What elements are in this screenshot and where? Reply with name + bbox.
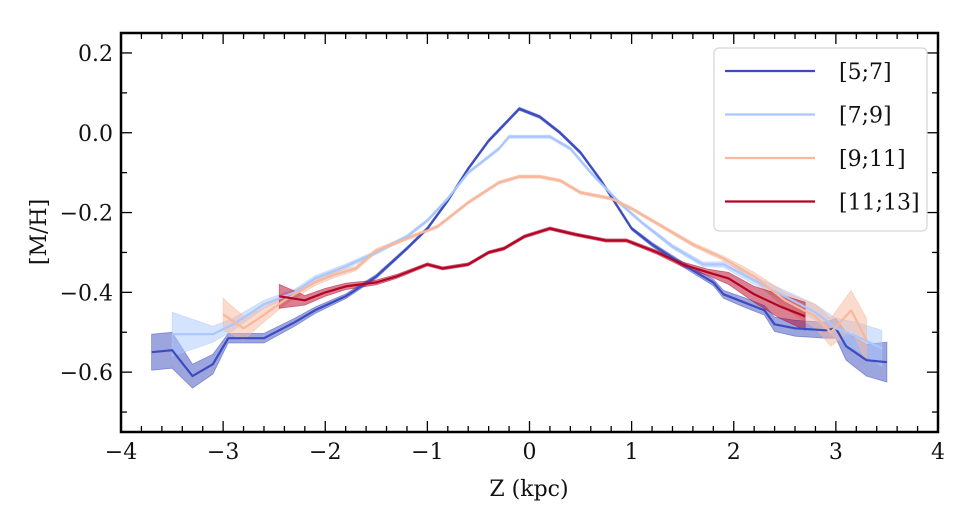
y-tick-label: −0.4 — [60, 281, 113, 306]
axes: −4 −3 −2 −1 0 1 2 3 4 0.2 0.0 −0.2 −0.4 −0.6 — [60, 31, 945, 465]
y-tick-label: 0.0 — [78, 122, 113, 147]
legend: [5;7] [7;9] [9;11] [11;13] — [713, 47, 928, 232]
legend-label-1: [7;9] — [839, 104, 892, 129]
x-tick-label: −4 — [105, 440, 137, 465]
y-tick-label: −0.2 — [60, 202, 113, 227]
error-band-3 — [278, 226, 806, 331]
x-tick-label: 3 — [829, 440, 843, 465]
x-tick-label: 1 — [625, 440, 639, 465]
x-axis-title: Z (kpc) — [489, 477, 568, 502]
y-tick-label: 0.2 — [78, 42, 113, 67]
series-lines — [151, 107, 888, 378]
y-axis-title: [M/H] — [27, 199, 52, 265]
x-tick-label: −1 — [411, 440, 443, 465]
x-tick-label: 2 — [727, 440, 741, 465]
y-tick-label: −0.6 — [60, 361, 113, 386]
x-tick-label: 4 — [931, 440, 945, 465]
series-line-0 — [151, 107, 888, 378]
legend-label-0: [5;7] — [839, 60, 892, 85]
legend-label-3: [11;13] — [839, 191, 920, 216]
legend-box — [713, 47, 928, 232]
x-tick-label: 0 — [523, 440, 537, 465]
x-tick-label: −3 — [207, 440, 239, 465]
x-tick-label: −2 — [309, 440, 341, 465]
legend-label-2: [9;11] — [839, 147, 906, 172]
